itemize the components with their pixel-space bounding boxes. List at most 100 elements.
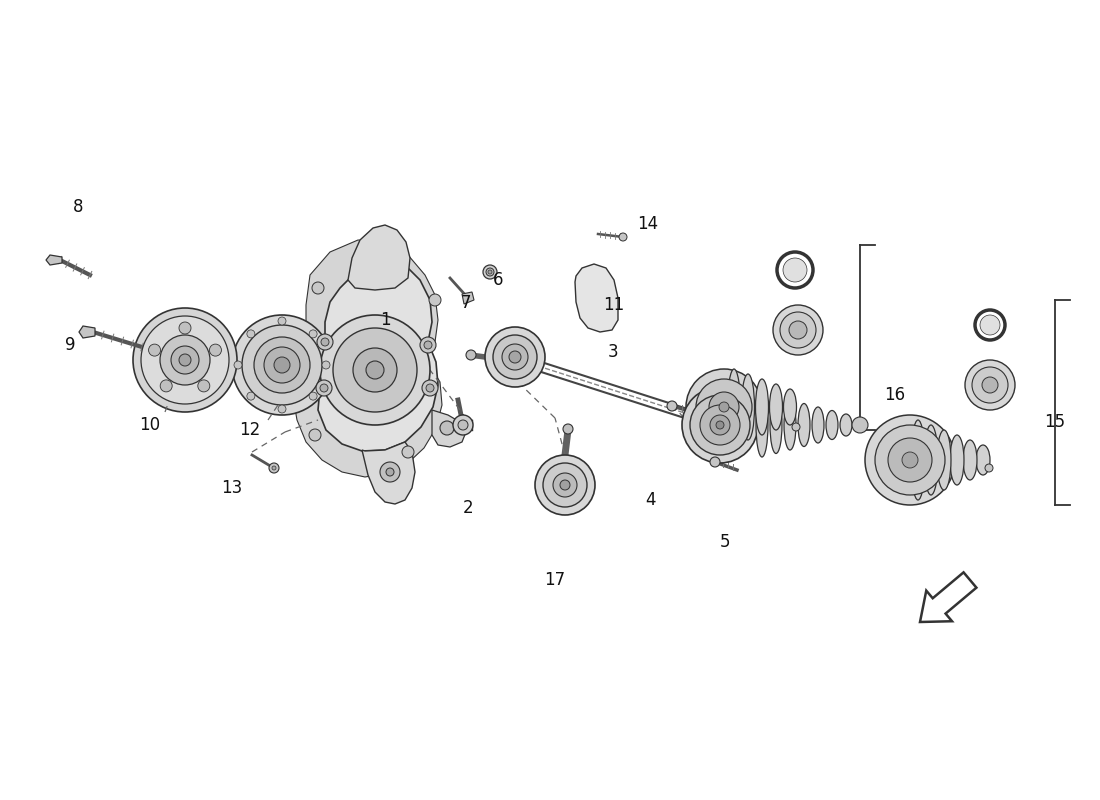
Circle shape	[198, 380, 210, 392]
Circle shape	[700, 405, 740, 445]
Circle shape	[270, 463, 279, 473]
Circle shape	[553, 473, 578, 497]
Circle shape	[322, 361, 330, 369]
Ellipse shape	[727, 369, 740, 445]
Ellipse shape	[911, 420, 925, 500]
Circle shape	[353, 348, 397, 392]
Ellipse shape	[976, 445, 990, 475]
Text: 5: 5	[719, 533, 730, 551]
Circle shape	[148, 344, 161, 356]
Circle shape	[563, 424, 573, 434]
Circle shape	[429, 294, 441, 306]
Circle shape	[543, 463, 587, 507]
Circle shape	[141, 316, 229, 404]
Circle shape	[509, 351, 521, 363]
Circle shape	[483, 265, 497, 279]
Circle shape	[179, 354, 191, 366]
Text: 7: 7	[461, 294, 471, 312]
Circle shape	[242, 325, 322, 405]
Ellipse shape	[937, 430, 952, 490]
Circle shape	[852, 417, 868, 433]
Circle shape	[309, 330, 317, 338]
Circle shape	[254, 337, 310, 393]
Circle shape	[246, 392, 255, 400]
Circle shape	[710, 415, 730, 435]
Circle shape	[502, 344, 528, 370]
Circle shape	[234, 361, 242, 369]
Circle shape	[686, 369, 762, 445]
Circle shape	[320, 315, 430, 425]
Circle shape	[902, 452, 918, 468]
Circle shape	[232, 315, 332, 415]
Polygon shape	[46, 255, 62, 265]
Circle shape	[710, 392, 739, 422]
Circle shape	[619, 233, 627, 241]
Text: 3: 3	[607, 343, 618, 361]
Circle shape	[422, 380, 438, 396]
Circle shape	[560, 480, 570, 490]
Polygon shape	[79, 326, 95, 338]
Circle shape	[440, 421, 454, 435]
Circle shape	[264, 347, 300, 383]
Ellipse shape	[784, 400, 796, 450]
Polygon shape	[362, 442, 415, 504]
Circle shape	[982, 377, 998, 393]
Circle shape	[792, 423, 800, 431]
Circle shape	[179, 322, 191, 334]
Ellipse shape	[756, 379, 769, 435]
Text: 10: 10	[140, 416, 161, 434]
Ellipse shape	[826, 410, 838, 439]
Polygon shape	[575, 264, 618, 332]
Circle shape	[453, 415, 473, 435]
Circle shape	[278, 317, 286, 325]
Polygon shape	[920, 572, 977, 622]
Text: 15: 15	[1044, 413, 1066, 431]
Circle shape	[170, 346, 199, 374]
Ellipse shape	[924, 425, 938, 495]
Circle shape	[320, 384, 328, 392]
Ellipse shape	[812, 407, 824, 443]
Ellipse shape	[770, 397, 782, 454]
Circle shape	[980, 315, 1000, 335]
Circle shape	[773, 305, 823, 355]
Text: 8: 8	[73, 198, 84, 216]
Polygon shape	[293, 240, 442, 477]
Ellipse shape	[741, 374, 755, 440]
Circle shape	[690, 395, 750, 455]
Circle shape	[209, 344, 221, 356]
Circle shape	[466, 350, 476, 360]
Text: 11: 11	[604, 296, 625, 314]
Circle shape	[696, 379, 752, 435]
Polygon shape	[348, 225, 410, 290]
Circle shape	[333, 328, 417, 412]
Ellipse shape	[783, 389, 796, 425]
Circle shape	[309, 392, 317, 400]
Ellipse shape	[770, 384, 782, 430]
Circle shape	[865, 415, 955, 505]
Circle shape	[488, 270, 492, 274]
Circle shape	[682, 387, 758, 463]
Circle shape	[426, 384, 434, 392]
Text: 17: 17	[544, 571, 565, 589]
Circle shape	[888, 438, 932, 482]
Text: 14: 14	[637, 215, 659, 233]
Ellipse shape	[798, 403, 810, 446]
Circle shape	[710, 457, 720, 467]
Ellipse shape	[756, 393, 768, 457]
Ellipse shape	[950, 435, 964, 485]
Circle shape	[402, 446, 414, 458]
Text: 9: 9	[65, 336, 75, 354]
Circle shape	[485, 327, 544, 387]
Text: 4: 4	[645, 491, 656, 509]
Circle shape	[317, 334, 333, 350]
Circle shape	[486, 268, 494, 276]
Circle shape	[493, 335, 537, 379]
Circle shape	[133, 308, 236, 412]
Text: 12: 12	[240, 421, 261, 439]
Circle shape	[316, 380, 332, 396]
Text: 13: 13	[221, 479, 243, 497]
Circle shape	[278, 405, 286, 413]
Polygon shape	[462, 292, 474, 304]
Circle shape	[716, 421, 724, 429]
Text: 16: 16	[884, 386, 905, 404]
